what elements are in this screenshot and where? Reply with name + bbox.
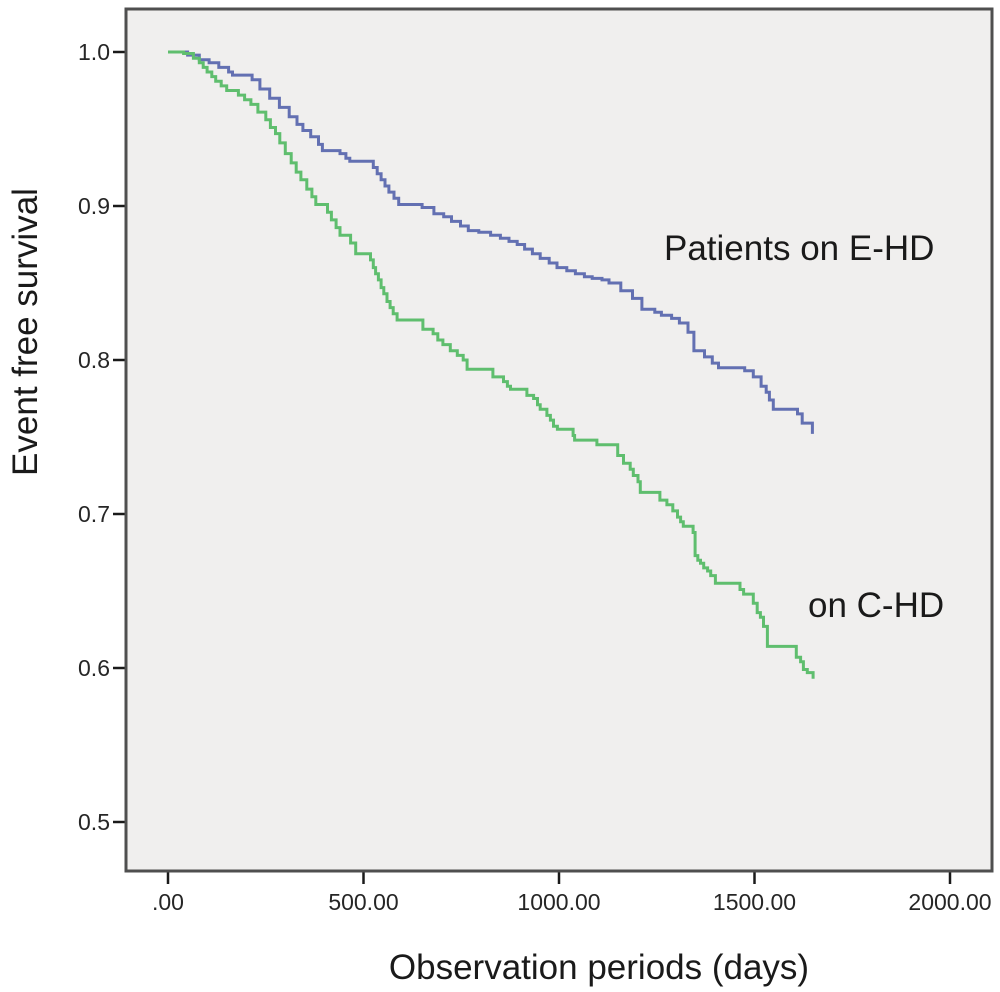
y-axis-title: Event free survival (6, 188, 45, 476)
x-tick-label: 2000.00 (908, 889, 992, 915)
axis-tick-marks (113, 50, 952, 884)
y-tick-label: 0.8 (78, 347, 110, 373)
x-tick-label: 1500.00 (712, 889, 797, 915)
curve-c-hd (168, 50, 815, 679)
y-tick-label: 1.0 (78, 39, 110, 65)
series-label-c-hd: on C-HD (808, 586, 945, 625)
y-tick-label: 0.6 (78, 655, 110, 681)
x-tick-label: .00 (152, 889, 184, 915)
series-label-e-hd: Patients on E-HD (664, 229, 935, 268)
x-tick-label: 1000.00 (517, 889, 601, 915)
y-tick-label: 0.7 (78, 501, 110, 527)
x-axis-title: Observation periods (days) (388, 948, 810, 987)
plot-area-background (126, 9, 992, 871)
y-tick-label: 0.9 (78, 193, 110, 219)
y-tick-label: 0.5 (78, 809, 110, 835)
plot-area-border (124, 7, 994, 873)
curve-e-hd (168, 50, 814, 434)
x-tick-label: 500.00 (328, 889, 399, 915)
